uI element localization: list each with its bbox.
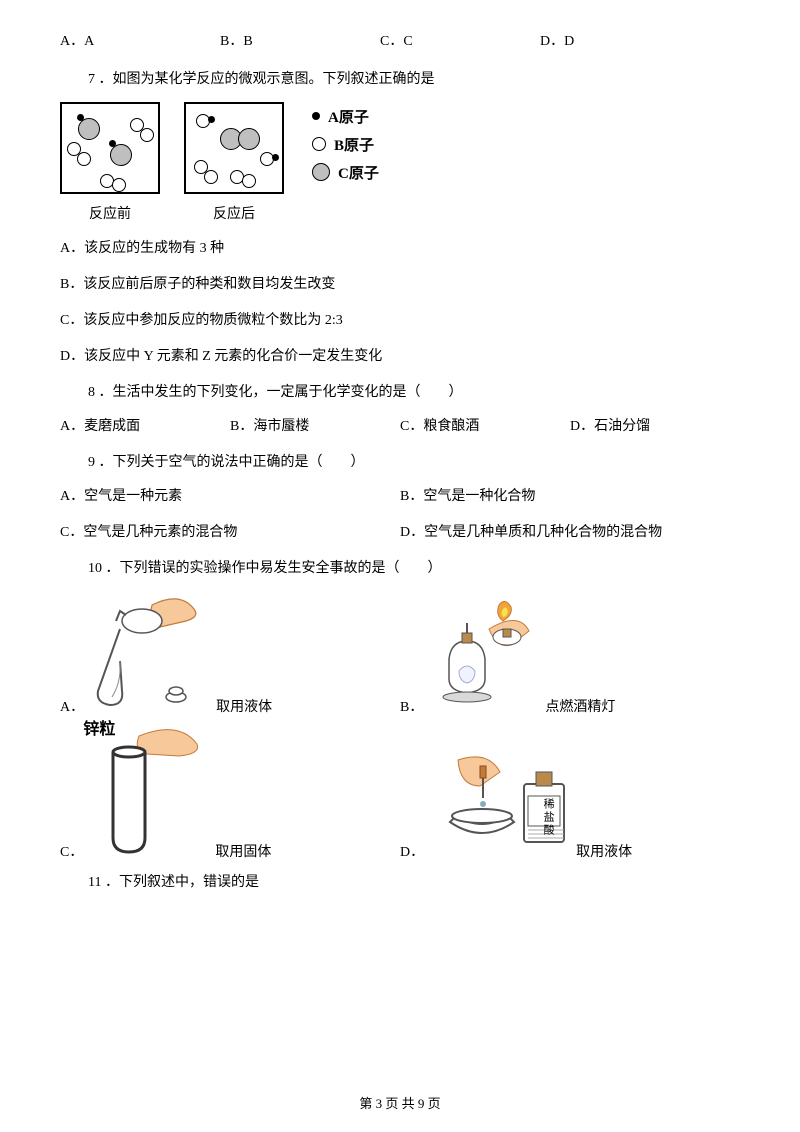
q10-opt-b-label: 点燃酒精灯 — [545, 696, 615, 716]
q7-opt-d[interactable]: D．该反应中 Y 元素和 Z 元素的化合价一定发生变化 — [60, 345, 740, 365]
q9-opt-a[interactable]: A．空气是一种元素 — [60, 485, 400, 505]
q6-options: A．A B．B C．C D．D — [60, 30, 740, 50]
q7-opt-b[interactable]: B．该反应前后原子的种类和数目均发生改变 — [60, 273, 740, 293]
q9-stem: 9 ．下列关于空气的说法中正确的是（ ） — [88, 451, 740, 471]
q10-img-c: 锌粒 — [89, 726, 209, 861]
legend-a: A原子 — [328, 106, 369, 127]
q6-opt-c[interactable]: C．C — [380, 30, 540, 50]
legend-b: B原子 — [334, 134, 374, 155]
q11-stem: 11 ．下列叙述中，错误的是 — [88, 871, 740, 891]
q10-opt-b-prefix[interactable]: B． — [400, 696, 423, 716]
q7-legend: A原子 B原子 C原子 — [312, 102, 379, 186]
q8-stem: 8 ．生活中发生的下列变化，一定属于化学变化的是（ ） — [88, 381, 740, 401]
q10-opt-a-label: 取用液体 — [216, 696, 272, 716]
q8-opt-b[interactable]: B．海市蜃楼 — [230, 415, 400, 435]
q9-opt-d[interactable]: D．空气是几种单质和几种化合物的混合物 — [400, 521, 740, 541]
q9-row2: C．空气是几种元素的混合物 D．空气是几种单质和几种化合物的混合物 — [60, 521, 740, 541]
q7-box-after-label: 反应后 — [184, 203, 284, 223]
q10-img-d: 稀盐酸 — [430, 756, 570, 861]
q10-img-a — [90, 591, 210, 716]
q10-opt-c-prefix[interactable]: C． — [60, 841, 83, 861]
q9-opt-b[interactable]: B．空气是一种化合物 — [400, 485, 740, 505]
q10-img-c-label: 锌粒 — [83, 722, 115, 739]
q7-box-before — [60, 102, 160, 194]
q8-options: A．麦磨成面 B．海市蜃楼 C．粮食酿酒 D．石油分馏 — [60, 415, 740, 435]
legend-swatch-c — [312, 163, 330, 181]
q10-opt-d-prefix[interactable]: D． — [400, 841, 424, 861]
q9-opt-c[interactable]: C．空气是几种元素的混合物 — [60, 521, 400, 541]
legend-c: C原子 — [338, 162, 379, 183]
q7-box-before-label: 反应前 — [60, 203, 160, 223]
q10-img-b — [429, 601, 539, 716]
q8-opt-d[interactable]: D．石油分馏 — [570, 415, 740, 435]
q9-row1: A．空气是一种元素 B．空气是一种化合物 — [60, 485, 740, 505]
q6-opt-a[interactable]: A．A — [60, 30, 220, 50]
q10-stem: 10 ．下列错误的实验操作中易发生安全事故的是（ ） — [88, 557, 740, 577]
q10-opt-d-label: 取用液体 — [576, 841, 632, 861]
legend-swatch-b — [312, 137, 326, 151]
q8-opt-a[interactable]: A．麦磨成面 — [60, 415, 230, 435]
q10-opt-c-label: 取用固体 — [215, 841, 271, 861]
q7-opt-c[interactable]: C．该反应中参加反应的物质微粒个数比为 2:3 — [60, 309, 740, 329]
q7-box-after — [184, 102, 284, 194]
q10-opt-a-prefix[interactable]: A． — [60, 696, 84, 716]
legend-swatch-a — [312, 112, 320, 120]
page-footer: 第 3 页 共 9 页 — [0, 1093, 800, 1112]
q7-diagram: 反应前 反应后 A原子 B原子 C原子 — [60, 102, 740, 223]
q7-opt-a[interactable]: A．该反应的生成物有 3 种 — [60, 237, 740, 257]
q6-opt-d[interactable]: D．D — [540, 30, 700, 50]
q6-opt-b[interactable]: B．B — [220, 30, 380, 50]
q7-stem: 7 ．如图为某化学反应的微观示意图。下列叙述正确的是 — [88, 68, 740, 88]
q8-opt-c[interactable]: C．粮食酿酒 — [400, 415, 570, 435]
q10-img-d-label: 稀盐酸 — [540, 798, 556, 837]
